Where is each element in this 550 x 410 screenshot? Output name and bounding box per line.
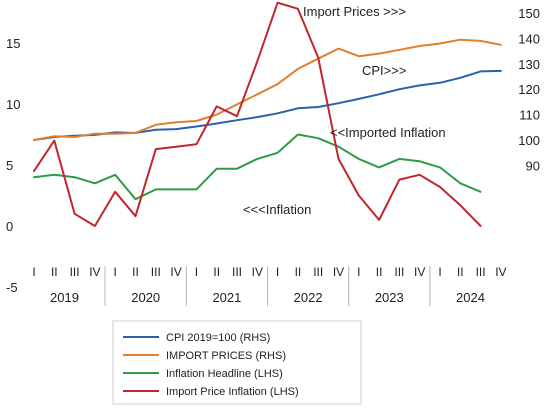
series-line-4 xyxy=(33,1,482,227)
right-tick-label: 120 xyxy=(518,82,540,97)
quarter-tick-label: IV xyxy=(414,265,425,279)
right-tick-label: 150 xyxy=(518,6,540,21)
quarter-tick-label: III xyxy=(232,265,242,279)
series-line-3 xyxy=(33,133,482,201)
quarter-tick-label: II xyxy=(132,265,139,279)
year-label: 2019 xyxy=(50,290,79,305)
annotation-inflation: <<<Inflation xyxy=(243,202,311,217)
left-tick-label: 15 xyxy=(6,36,20,51)
left-tick-label: 5 xyxy=(6,158,13,173)
quarter-tick-label: I xyxy=(276,265,279,279)
legend-label: Import Price Inflation (LHS) xyxy=(166,386,299,398)
quarter-tick-label: I xyxy=(195,265,198,279)
right-axis-ticks: 90 100 110 120 130 140 150 xyxy=(518,6,540,173)
quarter-tick-label: IV xyxy=(252,265,263,279)
quarter-tick-label: IV xyxy=(170,265,181,279)
quarter-tick-label: III xyxy=(476,265,486,279)
quarter-tick-label: I xyxy=(32,265,35,279)
annotation-import-prices: Import Prices >>> xyxy=(303,4,406,19)
quarter-tick-label: III xyxy=(70,265,80,279)
left-tick-label: 0 xyxy=(6,219,13,234)
quarter-tick-label: IV xyxy=(89,265,100,279)
legend-label: Inflation Headline (LHS) xyxy=(166,368,283,380)
left-tick-label: -5 xyxy=(6,280,18,295)
right-tick-label: 130 xyxy=(518,57,540,72)
quarter-tick-label: IV xyxy=(495,265,506,279)
plot-lines xyxy=(33,1,502,227)
year-label: 2024 xyxy=(456,290,485,305)
quarter-tick-label: I xyxy=(357,265,360,279)
year-label: 2020 xyxy=(131,290,160,305)
x-axis: I II III IV I II III IV I II III IV I II III IV I II III IV… xyxy=(32,265,507,306)
quarter-tick-label: IV xyxy=(333,265,344,279)
right-tick-label: 110 xyxy=(519,108,540,123)
legend-label: IMPORT PRICES (RHS) xyxy=(166,350,286,362)
quarter-tick-label: I xyxy=(114,265,117,279)
quarter-tick-label: II xyxy=(457,265,464,279)
quarter-tick-label: III xyxy=(151,265,161,279)
annotation-imported-inflation: <<Imported Inflation xyxy=(330,125,446,140)
quarter-tick-label: II xyxy=(295,265,302,279)
annotation-cpi: CPI>>> xyxy=(362,63,406,78)
right-tick-label: 100 xyxy=(518,133,540,148)
quarter-tick-label: II xyxy=(376,265,383,279)
quarter-tick-label: III xyxy=(394,265,404,279)
left-axis-ticks: -505101520 xyxy=(6,36,20,295)
year-label: 2022 xyxy=(294,290,323,305)
right-tick-label: 140 xyxy=(518,31,540,46)
quarter-tick-label: III xyxy=(313,265,323,279)
legend-label: CPI 2019=100 (RHS) xyxy=(166,332,270,344)
left-tick-label: 10 xyxy=(6,97,20,112)
quarter-tick-label: II xyxy=(51,265,58,279)
year-label: 2021 xyxy=(212,290,241,305)
quarter-tick-label: I xyxy=(438,265,441,279)
year-label: 2023 xyxy=(375,290,404,305)
legend: CPI 2019=100 (RHS) IMPORT PRICES (RHS) Inf… xyxy=(112,320,362,405)
quarter-tick-label: II xyxy=(213,265,220,279)
right-tick-label: 90 xyxy=(526,158,540,173)
series-line-2 xyxy=(33,38,502,141)
